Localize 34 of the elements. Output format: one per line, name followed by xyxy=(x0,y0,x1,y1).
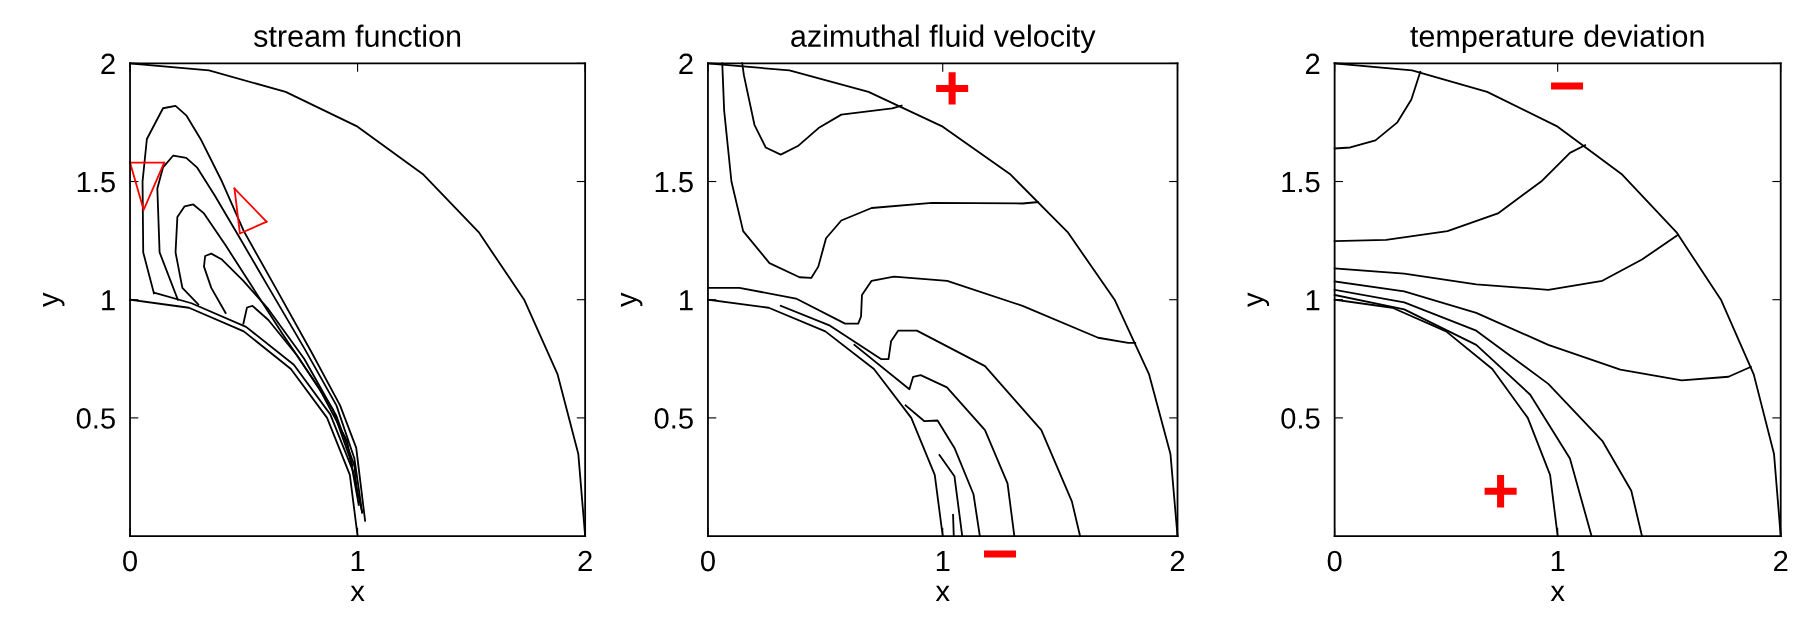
y-tick-label: 1.5 xyxy=(655,172,693,193)
x-tick-label: 1 xyxy=(351,551,365,572)
annotation: + xyxy=(936,72,969,105)
y-tick-label: 1.5 xyxy=(1282,172,1320,193)
x-tick-label: 2 xyxy=(578,550,592,572)
x-tick-label: 0 xyxy=(700,550,715,572)
annotation: + xyxy=(1484,474,1517,508)
y-tick-label: 0.5 xyxy=(76,408,115,429)
y-tick-label: 1 xyxy=(102,290,115,311)
y-tick-label: 1 xyxy=(680,290,693,311)
chart-title: azimuthal fluid velocity xyxy=(791,24,1096,53)
x-tick-label: 0 xyxy=(1327,550,1342,572)
annotation: − xyxy=(1551,82,1584,90)
x-tick-label: 2 xyxy=(1774,550,1788,572)
y-tick-label: 2 xyxy=(101,53,115,74)
y-tick-label: 0.5 xyxy=(1281,408,1320,429)
x-axis-title: x xyxy=(1550,585,1565,602)
y-tick-label: 1.5 xyxy=(77,172,115,193)
y-axis-title: y xyxy=(43,292,65,307)
x-tick-label: 1 xyxy=(1551,551,1565,572)
y-tick-label: 1 xyxy=(1306,290,1320,311)
y-tick-label: 0.5 xyxy=(654,408,693,429)
y-axis-title: y xyxy=(620,292,643,307)
chart-title: stream function xyxy=(254,24,461,47)
chart-title: temperature deviation xyxy=(1410,24,1704,53)
y-tick-label: 2 xyxy=(679,53,693,74)
x-axis-title: x xyxy=(935,585,950,602)
x-tick-label: 2 xyxy=(1170,550,1185,572)
x-tick-label: 1 xyxy=(936,551,950,572)
x-axis-title: x xyxy=(350,585,365,602)
x-tick-label: 0 xyxy=(123,550,137,572)
y-axis-title: y xyxy=(1247,292,1270,307)
y-tick-label: 2 xyxy=(1305,53,1320,74)
text: − xyxy=(984,550,1017,558)
